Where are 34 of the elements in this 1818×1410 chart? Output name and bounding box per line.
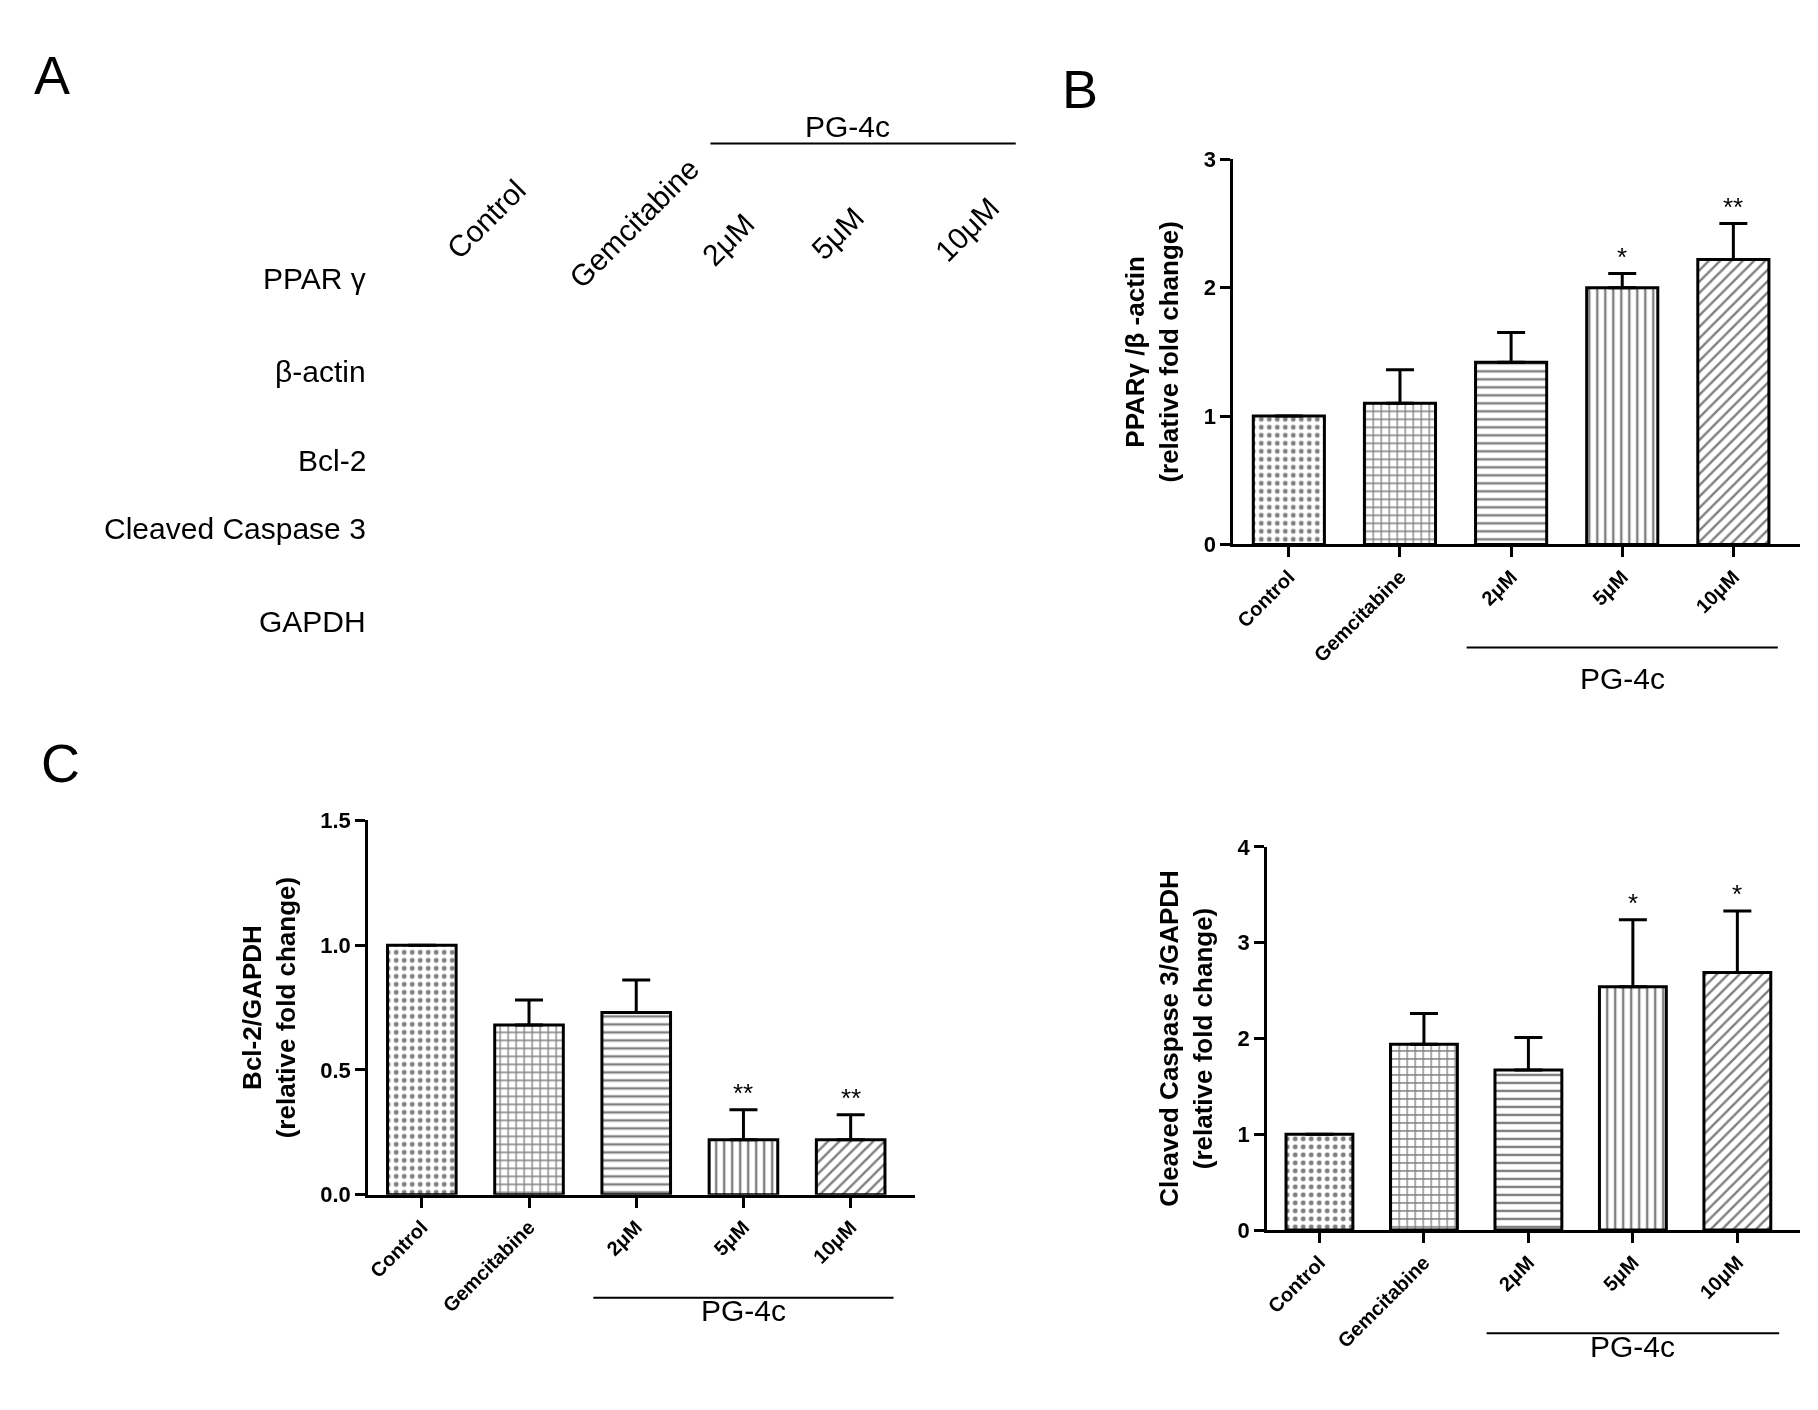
text: A — [34, 45, 71, 105]
text: Cleaved Caspase 3 — [104, 512, 366, 545]
y-tick-label: 1 — [1237, 1121, 1250, 1147]
y-axis-title: Bcl-2/GAPDH (relative fold change) — [236, 876, 301, 1139]
y-tick-label: 2 — [1237, 1026, 1250, 1052]
text: β-actin — [275, 355, 366, 388]
y-tick-label: 2 — [1203, 275, 1216, 301]
annotation: ** — [1723, 192, 1744, 222]
text: PPAR γ — [263, 262, 366, 295]
text: PG-4c — [805, 110, 891, 143]
chart-title: C — [41, 733, 80, 793]
annotation: ** — [733, 1078, 754, 1108]
text: GAPDH — [259, 605, 366, 638]
text: PG-4c — [701, 1294, 787, 1327]
y-tick-label: 3 — [1203, 147, 1216, 173]
annotation: * — [1732, 879, 1743, 909]
annotation: * — [1628, 888, 1639, 918]
y-tick-label: 0 — [1203, 532, 1216, 558]
y-axis-title: Cleaved Caspase 3/GAPDH (relative fold change) — [1154, 870, 1218, 1207]
chart-title: B — [1062, 59, 1099, 119]
text: Bcl-2 — [298, 444, 367, 477]
y-tick-label: 1 — [1203, 403, 1216, 429]
y-tick-label: 0.0 — [320, 1182, 351, 1208]
y-tick-label: 0 — [1237, 1217, 1250, 1243]
text: PG-4c — [1590, 1330, 1676, 1363]
y-tick-label: 1.0 — [320, 932, 351, 958]
y-tick-label: 0.5 — [320, 1057, 351, 1083]
y-axis-title: PPARγ /β -actin (relative fold change) — [1120, 221, 1185, 483]
y-tick-label: 1.5 — [320, 808, 351, 834]
annotation: * — [1617, 242, 1628, 272]
annotation: ** — [841, 1083, 862, 1113]
y-tick-label: 4 — [1237, 834, 1251, 860]
y-tick-label: 3 — [1237, 930, 1250, 956]
text: PG-4c — [1580, 662, 1666, 695]
